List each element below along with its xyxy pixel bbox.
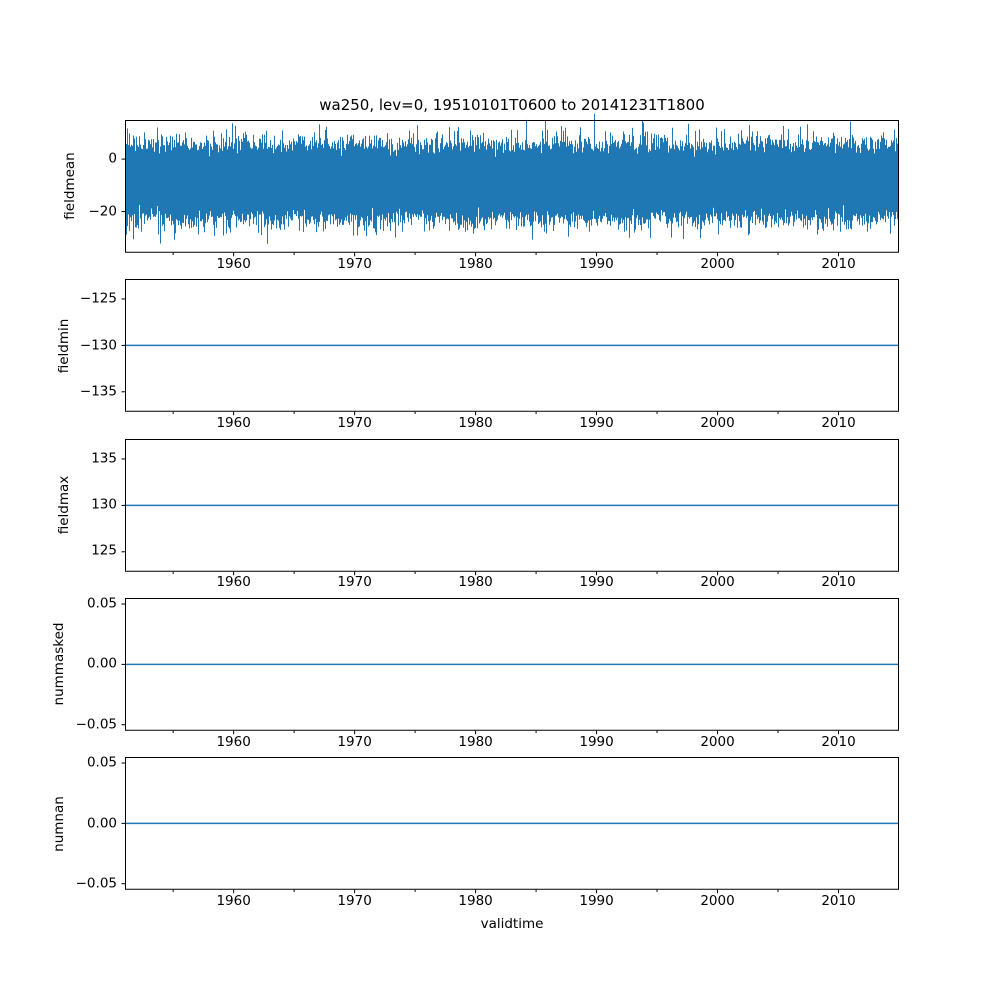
xtick-label: 1990	[579, 415, 614, 432]
xtick-label: 1970	[337, 574, 372, 591]
xtick-label: 2000	[700, 733, 735, 750]
subplot-axes-fieldmean	[121, 113, 899, 257]
xtick-label: 1970	[337, 892, 372, 909]
xtick-label: 2010	[821, 255, 856, 272]
xtick-label: 1970	[337, 415, 372, 432]
xtick-label: 2000	[700, 892, 735, 909]
ytick-label: 0.05	[86, 595, 117, 612]
subplot-axes-fieldmin	[121, 279, 899, 416]
xtick-label: 2010	[821, 892, 856, 909]
subplot-axes-fieldmax	[121, 438, 899, 575]
xtick-label: 2000	[700, 255, 735, 272]
ytick-label: −135	[79, 383, 117, 400]
axes-spines	[125, 757, 899, 890]
y-axis-label-fieldmax: fieldmax	[56, 475, 72, 535]
ytick-label: 0	[108, 150, 117, 167]
xtick-label: 1960	[216, 255, 251, 272]
ytick-label: 135	[91, 449, 117, 466]
xtick-label: 1970	[337, 255, 372, 272]
ytick-label: 130	[91, 496, 117, 513]
y-axis-label-fieldmean: fieldmean	[62, 152, 78, 221]
ytick-label: −0.05	[75, 715, 117, 732]
axes-spines	[125, 438, 899, 572]
y-axis-label-fieldmin: fieldmin	[56, 318, 72, 373]
ytick-label: −0.05	[75, 875, 117, 892]
ytick-label: 0.00	[86, 814, 117, 831]
xtick-label: 1960	[216, 733, 251, 750]
xtick-label: 2010	[821, 415, 856, 432]
xtick-label: 1970	[337, 733, 372, 750]
xtick-label: 2010	[821, 733, 856, 750]
ytick-label: 0.00	[86, 655, 117, 672]
ytick-label: 125	[91, 542, 117, 559]
xtick-label: 1980	[458, 255, 493, 272]
subplot-axes-numnan	[121, 757, 899, 894]
xtick-label: 1990	[579, 574, 614, 591]
axes-spines	[125, 597, 899, 731]
figure-title: wa250, lev=0, 19510101T0600 to 20141231T…	[319, 96, 705, 114]
xtick-label: 2010	[821, 574, 856, 591]
xtick-label: 1980	[458, 415, 493, 432]
xtick-label: 2000	[700, 415, 735, 432]
xtick-label: 1980	[458, 892, 493, 909]
axes-spines	[125, 120, 899, 253]
xtick-label: 2000	[700, 574, 735, 591]
xtick-label: 1990	[579, 255, 614, 272]
ytick-label: −20	[88, 202, 118, 219]
xtick-label: 1990	[579, 733, 614, 750]
ytick-label: −130	[79, 336, 117, 353]
fieldmean-line	[125, 113, 899, 244]
subplot-axes-nummasked	[121, 597, 899, 735]
y-axis-label-numnan: numnan	[51, 795, 67, 852]
xtick-label: 1990	[579, 892, 614, 909]
x-axis-label: validtime	[480, 916, 544, 932]
ytick-label: −125	[79, 290, 117, 307]
xtick-label: 1960	[216, 892, 251, 909]
ytick-label: 0.05	[86, 754, 117, 771]
xtick-label: 1960	[216, 574, 251, 591]
xtick-label: 1980	[458, 574, 493, 591]
xtick-label: 1960	[216, 415, 251, 432]
xtick-label: 1980	[458, 733, 493, 750]
axes-spines	[125, 279, 899, 413]
y-axis-label-nummasked: nummasked	[51, 622, 67, 706]
